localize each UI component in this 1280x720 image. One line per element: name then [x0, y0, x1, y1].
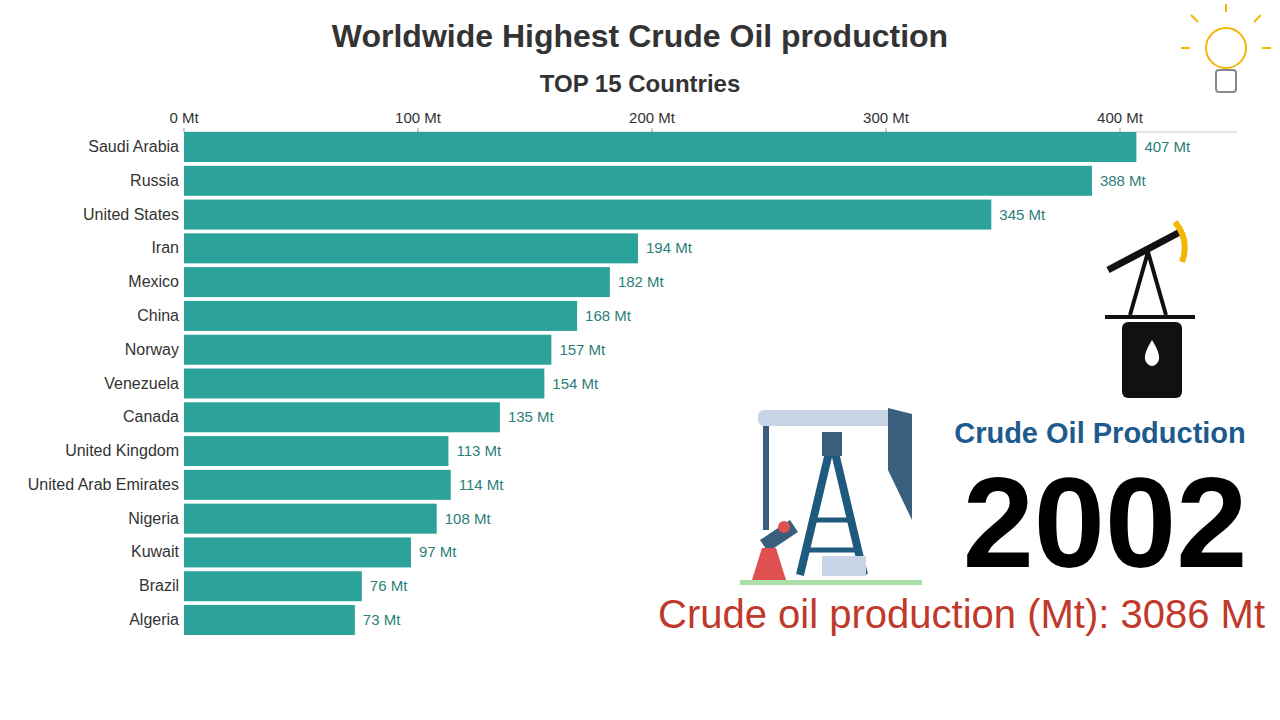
data-label: 182 Mt — [618, 273, 665, 290]
bar — [184, 267, 610, 297]
bulb-ray — [1254, 15, 1261, 22]
x-tick — [184, 128, 185, 132]
x-tick-label: 100 Mt — [395, 109, 442, 126]
data-label: 97 Mt — [419, 543, 457, 560]
x-tick-label: 0 Mt — [169, 109, 199, 126]
pump-jack-icon — [740, 408, 922, 585]
data-label: 76 Mt — [370, 577, 408, 594]
chart-subtitle: TOP 15 Countries — [540, 70, 741, 97]
category-label: United States — [83, 206, 179, 223]
pump-frame — [1130, 252, 1166, 315]
bulb-ray — [1262, 47, 1271, 49]
oil-drop — [1145, 340, 1159, 366]
category-label: Canada — [123, 408, 179, 425]
data-label: 108 Mt — [445, 510, 492, 527]
category-label: Brazil — [139, 577, 179, 594]
category-label: Nigeria — [128, 510, 179, 527]
data-label: 168 Mt — [585, 307, 632, 324]
bar — [184, 301, 577, 331]
base — [752, 548, 786, 580]
data-label: 135 Mt — [508, 408, 555, 425]
bar — [184, 233, 638, 263]
data-label: 194 Mt — [646, 239, 693, 256]
data-label: 407 Mt — [1144, 138, 1191, 155]
category-label: United Arab Emirates — [28, 476, 179, 493]
bar — [184, 605, 355, 635]
pivot — [822, 432, 842, 456]
bar — [184, 132, 1136, 162]
data-label: 154 Mt — [552, 375, 599, 392]
horse-head — [888, 408, 912, 520]
bar — [184, 571, 362, 601]
data-label: 388 Mt — [1100, 172, 1147, 189]
pitman — [763, 426, 769, 530]
x-tick-label: 300 Mt — [863, 109, 910, 126]
pump-head — [1175, 222, 1185, 262]
bar — [184, 166, 1092, 196]
barrel — [1122, 322, 1182, 398]
chart-title: Worldwide Highest Crude Oil production — [332, 18, 948, 54]
crank-pin — [778, 521, 790, 533]
x-tick-label: 200 Mt — [629, 109, 676, 126]
category-label: China — [137, 307, 179, 324]
lightbulb-icon — [1181, 4, 1271, 92]
category-label: United Kingdom — [65, 442, 179, 459]
bar — [184, 335, 551, 365]
data-label: 157 Mt — [559, 341, 606, 358]
bulb-base — [1216, 70, 1236, 92]
pump-box — [822, 556, 866, 576]
data-label: 114 Mt — [459, 476, 505, 493]
bar — [184, 402, 500, 432]
bar — [184, 504, 437, 534]
x-tick — [1120, 128, 1121, 132]
category-label: Saudi Arabia — [88, 138, 179, 155]
x-tick — [418, 128, 419, 132]
bulb-ray — [1225, 4, 1227, 12]
tower-brace — [812, 518, 852, 523]
bulb-ray — [1181, 47, 1190, 49]
data-label: 73 Mt — [363, 611, 401, 628]
year-heading: Crude Oil Production — [954, 417, 1246, 449]
tower — [800, 440, 864, 575]
ground — [740, 580, 922, 585]
crank — [760, 520, 798, 552]
bar — [184, 369, 544, 399]
pump-barrel-icon — [1105, 222, 1195, 398]
tower-brace — [806, 548, 858, 553]
bulb-ray — [1191, 15, 1198, 22]
bar — [184, 537, 411, 567]
category-label: Norway — [125, 341, 179, 358]
x-tick — [886, 128, 887, 132]
category-label: Kuwait — [131, 543, 180, 560]
bar — [184, 436, 448, 466]
data-label: 113 Mt — [456, 442, 502, 459]
x-tick-label: 400 Mt — [1097, 109, 1144, 126]
bar — [184, 200, 991, 230]
category-label: Iran — [151, 239, 179, 256]
beam — [758, 410, 898, 426]
chart-svg: Worldwide Highest Crude Oil production TO… — [0, 0, 1280, 720]
bar — [184, 470, 451, 500]
total-label: Crude oil production (Mt): 3086 Mt — [658, 592, 1265, 636]
bulb-glass — [1206, 28, 1246, 68]
data-label: 345 Mt — [999, 206, 1046, 223]
category-label: Russia — [130, 172, 179, 189]
category-label: Mexico — [128, 273, 179, 290]
chart-root: Worldwide Highest Crude Oil production TO… — [0, 0, 1280, 720]
category-label: Algeria — [129, 611, 179, 628]
x-tick — [652, 128, 653, 132]
category-label: Venezuela — [104, 375, 179, 392]
year: 2002 — [963, 451, 1248, 594]
pump-ground — [1105, 315, 1195, 319]
